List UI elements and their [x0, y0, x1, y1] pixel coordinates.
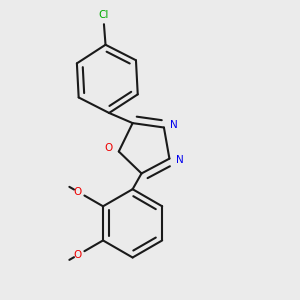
Text: Cl: Cl [99, 11, 109, 20]
Text: N: N [170, 120, 178, 130]
Text: O: O [74, 187, 82, 196]
Text: N: N [176, 155, 184, 165]
Text: O: O [105, 143, 113, 153]
Text: O: O [74, 250, 82, 260]
